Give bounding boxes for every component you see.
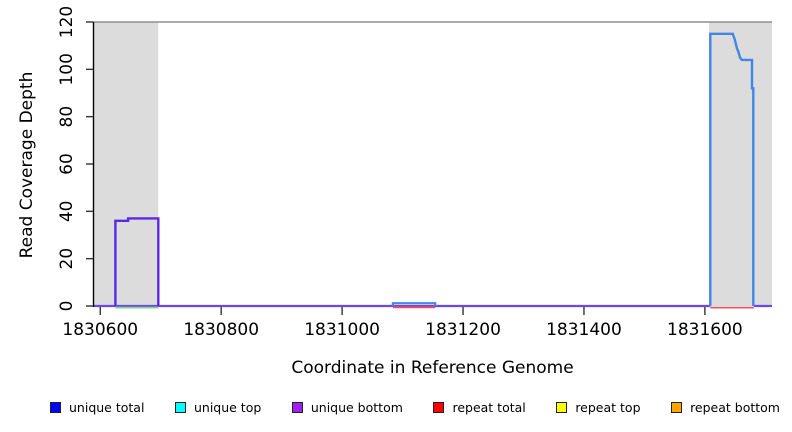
legend-label-repeat-top: repeat top xyxy=(575,399,641,415)
y-tick-label: 40 xyxy=(57,201,77,223)
x-axis-title: Coordinate in Reference Genome xyxy=(291,358,574,378)
x-tick-label: 1830600 xyxy=(62,320,138,340)
masked-region-right xyxy=(709,22,772,306)
y-axis-title: Read Coverage Depth xyxy=(17,71,37,259)
coverage-chart-svg: 1830600 1830800 1831000 1831200 1831400 18316… xyxy=(57,6,772,340)
y-tick-label: 20 xyxy=(57,248,77,270)
unique-coverage-right-block xyxy=(709,32,755,306)
legend-item-unique-top: unique top xyxy=(174,399,262,415)
legend-label-repeat-bottom: repeat bottom xyxy=(690,399,780,415)
legend-swatch-unique-top-icon xyxy=(174,401,186,413)
legend-swatch-repeat-top-icon xyxy=(556,401,568,413)
y-tick-label: 100 xyxy=(57,53,77,85)
legend: unique total unique top unique bottom repea… xyxy=(50,396,780,418)
legend-swatch-repeat-bottom-icon xyxy=(671,401,683,413)
legend-item-repeat-total: repeat total xyxy=(433,399,526,415)
y-tick-label: 60 xyxy=(57,153,77,175)
y-tick-label: 80 xyxy=(57,106,77,128)
x-tick-label: 1831200 xyxy=(425,320,501,340)
x-tick-label: 1831600 xyxy=(667,320,743,340)
y-tick-label: 120 xyxy=(57,6,77,38)
legend-swatch-unique-total-icon xyxy=(50,401,61,413)
x-tick-label: 1830800 xyxy=(183,320,259,340)
unique-coverage-small-bump xyxy=(391,302,437,306)
x-tick-label: 1831000 xyxy=(304,320,380,340)
legend-item-unique-bottom: unique bottom xyxy=(291,399,403,415)
x-tick-label: 1831400 xyxy=(546,320,622,340)
legend-item-repeat-bottom: repeat bottom xyxy=(671,400,780,415)
legend-label-unique-total: unique total xyxy=(69,399,145,415)
legend-swatch-repeat-total-icon xyxy=(433,401,445,413)
masked-region-left xyxy=(93,22,159,306)
legend-label-repeat-total: repeat total xyxy=(452,399,526,415)
legend-label-unique-top: unique top xyxy=(193,399,262,415)
legend-swatch-unique-bottom-icon xyxy=(291,401,303,413)
y-tick-label: 0 xyxy=(57,301,77,312)
legend-label-unique-bottom: unique bottom xyxy=(310,399,403,415)
legend-item-repeat-top: repeat top xyxy=(556,399,641,415)
legend-item-unique-total: unique total xyxy=(50,400,144,415)
unique-coverage-left-block xyxy=(114,217,160,306)
